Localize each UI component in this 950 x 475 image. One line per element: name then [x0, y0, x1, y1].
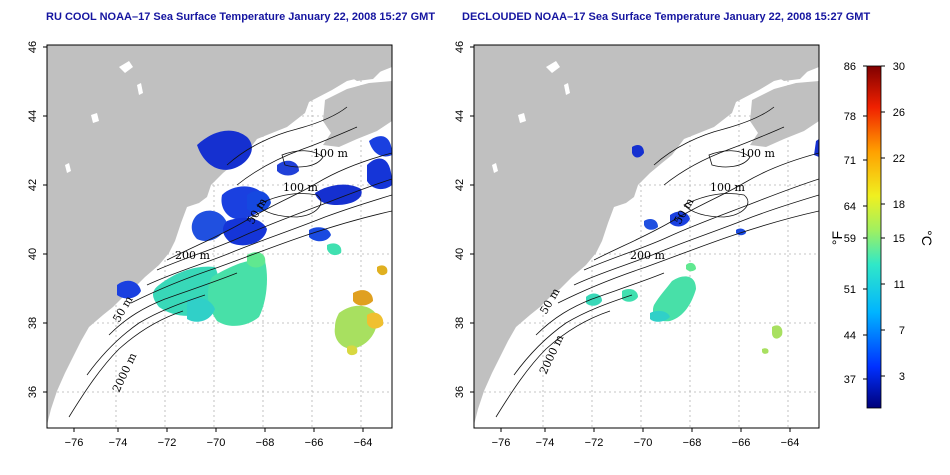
- lat-tick-label: 44: [27, 110, 39, 122]
- left-map-title: RU COOL NOAA–17 Sea Surface Temperature …: [46, 11, 436, 23]
- lat-tick-label: 40: [27, 248, 39, 260]
- celsius-tick-label: 30: [893, 61, 905, 73]
- lon-tick-label: −70: [207, 437, 226, 449]
- left-map: 100 m 100 m 50 m 200 m 50 m 2000 m −76 −…: [27, 41, 393, 449]
- right-x-axis: −76 −74 −72 −70 −68 −66 −64: [492, 428, 800, 449]
- fahrenheit-tick-label: 37: [844, 374, 856, 386]
- lon-tick-label: −70: [634, 437, 653, 449]
- fahrenheit-unit-label: °F: [829, 231, 845, 245]
- contour-label-200m: 200 m: [175, 249, 210, 262]
- fahrenheit-tick-label: 78: [844, 111, 856, 123]
- fahrenheit-tick-label: 51: [844, 284, 856, 296]
- sst-cold-patches: [117, 130, 392, 299]
- lon-tick-label: −66: [305, 437, 324, 449]
- contour-label-200m: 200 m: [630, 249, 665, 262]
- lon-tick-label: −72: [585, 437, 604, 449]
- lon-tick-label: −72: [158, 437, 177, 449]
- lat-tick-label: 36: [27, 386, 39, 398]
- lon-tick-label: −68: [683, 437, 702, 449]
- celsius-tick-label: 22: [893, 153, 905, 165]
- left-y-axis: 36 38 40 42 44 46: [27, 41, 47, 398]
- lat-tick-label: 46: [27, 41, 39, 53]
- lat-tick-label: 38: [27, 317, 39, 329]
- lat-tick-label: 40: [454, 248, 466, 260]
- contour-label-100m-lower: 100 m: [710, 181, 745, 194]
- celsius-tick-label: 3: [899, 371, 905, 383]
- lon-tick-label: −74: [109, 437, 128, 449]
- celsius-scale: 30 26 22 18 15 11 7 3 °C: [881, 61, 935, 383]
- right-map: 100 m 100 m 50 m 200 m 50 m 2000 m −76 −…: [454, 41, 820, 449]
- lon-tick-label: −64: [354, 437, 373, 449]
- fahrenheit-scale: 86 78 71 64 59 51 44 37 °F: [829, 61, 867, 386]
- lon-tick-label: −64: [781, 437, 800, 449]
- lat-tick-label: 42: [27, 179, 39, 191]
- lon-tick-label: −68: [256, 437, 275, 449]
- right-y-axis: 36 38 40 42 44 46: [454, 41, 474, 398]
- sst-cold-patches: [632, 139, 819, 236]
- contour-label-100m-upper: 100 m: [740, 147, 775, 160]
- lat-tick-label: 38: [454, 317, 466, 329]
- fahrenheit-tick-label: 44: [844, 330, 856, 342]
- fahrenheit-tick-label: 59: [844, 233, 856, 245]
- lon-tick-label: −76: [492, 437, 511, 449]
- fahrenheit-tick-label: 86: [844, 61, 856, 73]
- lat-tick-label: 36: [454, 386, 466, 398]
- celsius-unit-label: °C: [919, 230, 935, 246]
- celsius-tick-label: 11: [894, 279, 905, 291]
- lat-tick-label: 42: [454, 179, 466, 191]
- celsius-tick-label: 26: [893, 107, 905, 119]
- celsius-tick-label: 15: [893, 233, 905, 245]
- contour-label-100m-upper: 100 m: [313, 147, 348, 160]
- celsius-tick-label: 7: [899, 325, 905, 337]
- fahrenheit-tick-label: 64: [844, 201, 856, 213]
- left-x-axis: −76 −74 −72 −70 −68 −66 −64: [65, 428, 373, 449]
- lon-tick-label: −76: [65, 437, 84, 449]
- sst-mild-patches: [586, 262, 783, 354]
- colorbar-gradient: [866, 65, 882, 409]
- lat-tick-label: 46: [454, 41, 466, 53]
- lat-tick-label: 44: [454, 110, 466, 122]
- celsius-tick-label: 18: [893, 199, 905, 211]
- lon-tick-label: −74: [536, 437, 555, 449]
- contour-label-100m-lower: 100 m: [283, 181, 318, 194]
- sst-warm-patches: [334, 265, 388, 356]
- lon-tick-label: −66: [732, 437, 751, 449]
- colorbar: 86 78 71 64 59 51 44 37 °F 30 26 22 18 1…: [829, 61, 935, 409]
- fahrenheit-tick-label: 71: [844, 155, 856, 167]
- right-map-title: DECLOUDED NOAA–17 Sea Surface Temperatur…: [462, 11, 871, 23]
